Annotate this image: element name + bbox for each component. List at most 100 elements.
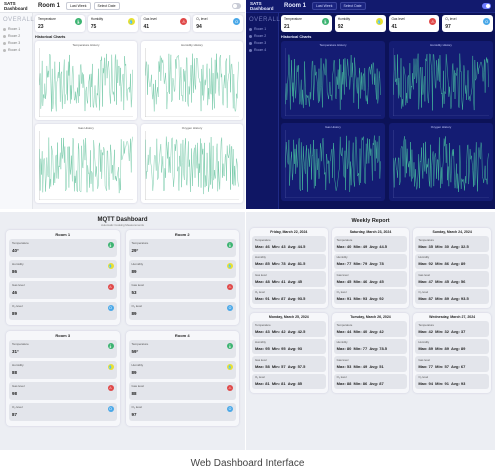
sidebar-item-room-3[interactable]: Room 3 xyxy=(249,41,275,45)
sidebar-item-room-4[interactable]: Room 4 xyxy=(3,48,29,52)
temperature-history-chart: Temperature History xyxy=(281,41,385,119)
daily-stat: Humidity Max: 89 Min: 89 Avg: 89 xyxy=(415,338,489,354)
dark-dashboard: SATS Dashboard Room 1 Last Week Select D… xyxy=(246,0,495,209)
avg-value: Avg: 85 xyxy=(287,381,303,386)
sensor-reading: O₂ level 87 O xyxy=(9,403,117,421)
sensor-reading: Humidity 88 💧 xyxy=(9,361,117,379)
theme-toggle[interactable] xyxy=(482,3,491,9)
min-value: Min: 57 xyxy=(435,363,449,369)
stat-values: Max: 58 Min: 57 Avg: 57.5 xyxy=(255,364,323,369)
humidity-history-plot xyxy=(145,48,239,117)
room-card: Room 3 Temperature 31° 🌡 Humidity 88 💧 Gas leve… xyxy=(6,331,120,426)
day-card: Wednesday, March 27, 2024 Temperature Max:… xyxy=(413,313,491,393)
gas-history-plot xyxy=(285,130,381,198)
sidebar-item-room-4[interactable]: Room 4 xyxy=(249,48,275,52)
room-icon xyxy=(3,41,6,45)
min-value: Min: 89 xyxy=(435,346,449,351)
sensor-value: 89 xyxy=(131,311,137,316)
avg-value: Avg: 78.5 xyxy=(369,346,388,351)
sensor-value: 29° xyxy=(131,248,139,253)
day-card: Saturday, March 23, 2024 Temperature Max: … xyxy=(331,228,410,308)
sensor-reading: O₂ level 89 O xyxy=(128,302,236,320)
last-week-button[interactable]: Last Week xyxy=(66,2,91,10)
daily-stat: O₂ level Max: 81 Min: 81 Avg: 85 xyxy=(252,373,326,389)
top-bar: SATS Dashboard Room 1 Last Week Select D… xyxy=(246,0,495,13)
avg-value: Avg: 45 xyxy=(369,278,384,284)
sensor-value: 98 xyxy=(12,391,18,396)
stat-label: O₂ level xyxy=(336,290,347,294)
weekly-title: Weekly Report xyxy=(351,218,390,224)
stat-label: Temperature xyxy=(418,322,435,327)
sensor-label: O₂ level xyxy=(12,405,23,409)
gas-icon: ⚠ xyxy=(429,18,437,25)
temperature-history-plot xyxy=(39,48,133,117)
min-value: Min: 40 xyxy=(353,328,368,334)
humidity-card: Humidity 92 💧 xyxy=(334,15,386,32)
max-value: Max: 53 xyxy=(336,363,352,369)
stat-label: Temperature xyxy=(255,322,271,327)
sensor-reading: Temperature 40° 🌡 xyxy=(9,239,117,257)
sensor-reading: Humidity 89 💧 xyxy=(128,361,236,379)
daily-stat: Temperature Max: 42 Min: 32 Avg: 37 xyxy=(415,321,489,337)
sidebar-item-room-1[interactable]: Room 1 xyxy=(249,27,275,31)
history-line xyxy=(145,53,239,112)
humidity-icon: 💧 xyxy=(375,18,383,25)
sidebar-item-room-2[interactable]: Room 2 xyxy=(249,34,275,38)
sidebar-item-room-1[interactable]: Room 1 xyxy=(3,27,29,31)
max-value: Max: 47 xyxy=(418,278,434,284)
stat-values: Max: 35 Min: 30 Avg: 32.5 xyxy=(418,244,486,249)
daily-stat: Gas level Max: 48 Min: 41 Avg: 45 xyxy=(252,271,326,287)
sensor-cards: Temperature 23 🌡 Humidity 75 💧 Gas level 41 ⚠ … xyxy=(35,15,243,32)
humidity-card: Humidity 75 💧 xyxy=(87,15,138,32)
room-name: Room 1 xyxy=(55,232,71,237)
oxygen-card: O₂ level 94 O xyxy=(193,15,243,32)
max-value: Max: 95 xyxy=(255,346,270,351)
oxygen-icon: O xyxy=(107,305,114,311)
sensor-value: 89 xyxy=(131,269,137,274)
thermometer-icon: 🌡 xyxy=(107,343,114,349)
day-name: Wednesday, March 27, 2024 xyxy=(429,315,476,319)
sidebar-item-room-2[interactable]: Room 2 xyxy=(3,34,29,38)
max-value: Max: 91 xyxy=(255,296,270,301)
gas-history-chart: Gas History xyxy=(35,124,137,203)
oxygen-card: O₂ level 97 O xyxy=(442,15,493,32)
daily-stat: Gas level Max: 45 Min: 46 Avg: 45 xyxy=(333,271,408,287)
sensor-label: Temperature xyxy=(12,342,29,346)
mqtt-dashboard: MQTT Dashboard Automatic Cooking Measure… xyxy=(0,212,245,450)
history-line xyxy=(393,136,489,192)
day-name: Sunday, March 24, 2024 xyxy=(432,230,472,234)
stat-values: Max: 95 Min: 95 Avg: 93 xyxy=(255,346,323,351)
oxygen-icon: O xyxy=(483,18,490,25)
mqtt-subtitle: Automatic Cooking Measurements xyxy=(101,223,144,227)
gas-icon: ⚠ xyxy=(180,18,188,25)
min-value: Min: 87 xyxy=(271,296,286,301)
avg-value: Avg: 57.5 xyxy=(287,363,306,369)
last-week-button[interactable]: Last Week xyxy=(312,2,337,10)
daily-stat: O₂ level Max: 94 Min: 91 Avg: 93 xyxy=(415,373,489,389)
select-date-button[interactable]: Select Date xyxy=(93,2,120,10)
theme-toggle[interactable] xyxy=(232,3,241,9)
sensor-reading: Humidity 89 💧 xyxy=(128,260,236,278)
daily-stat: Temperature Max: 35 Min: 30 Avg: 32.5 xyxy=(415,236,489,252)
daily-stat: Gas level Max: 47 Min: 45 Avg: 56 xyxy=(415,271,489,287)
humidity-icon: 💧 xyxy=(107,364,114,370)
max-value: Max: 89 xyxy=(418,346,434,351)
sensor-reading: Temperature 31° 🌡 xyxy=(9,340,117,358)
main-area: Temperature 21 🌡 Humidity 92 💧 Gas level 41 ⚠ … xyxy=(281,15,493,207)
daily-stat: O₂ level Max: 91 Min: 87 Avg: 93.5 xyxy=(252,288,326,304)
max-value: Max: 77 xyxy=(336,261,352,266)
oxygen-icon: O xyxy=(233,18,240,25)
sidebar-item-room-3[interactable]: Room 3 xyxy=(3,41,29,45)
select-date-button[interactable]: Select Date xyxy=(339,2,366,10)
avg-value: Avg: 45 xyxy=(287,278,303,284)
sensor-value: 97 xyxy=(131,412,137,417)
sensor-reading: O₂ level 97 O xyxy=(128,403,236,421)
room-icon xyxy=(249,34,252,38)
stat-values: Max: 80 Min: 77 Avg: 78.5 xyxy=(337,346,405,351)
stat-label: Gas level xyxy=(336,272,349,277)
sensor-value: 89 xyxy=(12,311,18,316)
avg-value: Avg: 56 xyxy=(451,278,466,284)
sensor-value: 89 xyxy=(131,370,137,375)
max-value: Max: 80 xyxy=(336,346,352,351)
sensor-label: Humidity xyxy=(12,363,24,367)
